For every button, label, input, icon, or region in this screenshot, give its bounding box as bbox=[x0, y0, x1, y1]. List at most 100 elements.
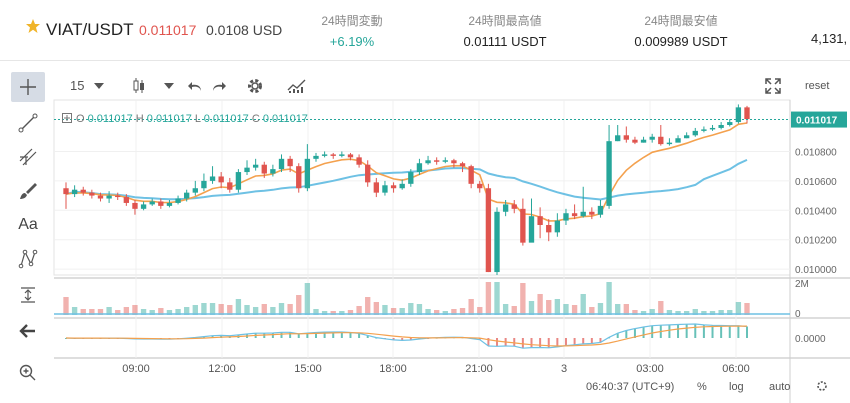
indicators-icon[interactable] bbox=[287, 78, 307, 94]
candle-body bbox=[347, 154, 354, 158]
macd-histogram-bar bbox=[142, 338, 145, 340]
candle-body bbox=[701, 129, 707, 131]
volume-bar bbox=[537, 294, 543, 315]
candle-body bbox=[278, 158, 285, 170]
candle-body bbox=[416, 163, 423, 173]
star-icon[interactable] bbox=[25, 18, 41, 34]
brush-tool[interactable] bbox=[11, 176, 45, 206]
undo-icon[interactable] bbox=[187, 79, 203, 93]
macd-histogram-bar bbox=[159, 338, 162, 340]
volume-bar bbox=[416, 304, 423, 315]
candles bbox=[63, 104, 750, 275]
volume-bar bbox=[623, 304, 629, 315]
text-tool[interactable]: Aa bbox=[11, 210, 45, 240]
volume-bar bbox=[209, 303, 216, 315]
footer-time: 06:40:37 (UTC+9) bbox=[586, 381, 674, 393]
volume-bar bbox=[735, 302, 742, 315]
candle-body bbox=[640, 139, 647, 143]
volume-bar bbox=[709, 311, 716, 315]
macd-histogram-bar bbox=[702, 324, 705, 338]
volume-bar bbox=[408, 303, 414, 315]
volume-bar bbox=[330, 311, 336, 315]
candle-body bbox=[123, 197, 130, 203]
candle-body bbox=[175, 198, 181, 203]
volume-bar bbox=[140, 309, 147, 315]
macd-histogram-bar bbox=[427, 338, 430, 339]
macd-histogram-bar bbox=[297, 333, 300, 338]
volume-bar bbox=[571, 305, 578, 315]
macd-pane bbox=[65, 323, 748, 349]
candle-body bbox=[63, 188, 69, 195]
chevron-down-icon[interactable] bbox=[164, 83, 174, 89]
volume-bar bbox=[321, 311, 328, 315]
candle-body bbox=[433, 160, 440, 162]
volume-bar bbox=[451, 309, 457, 315]
macd-histogram-bar bbox=[280, 332, 283, 338]
volume-bar bbox=[304, 283, 311, 315]
measure-tool[interactable] bbox=[11, 280, 45, 310]
candle-body bbox=[296, 166, 302, 189]
back-tool[interactable] bbox=[11, 316, 45, 346]
reset-button[interactable]: reset bbox=[805, 80, 830, 92]
pattern-tool[interactable] bbox=[11, 244, 45, 274]
volume-bar bbox=[184, 307, 190, 315]
macd-histogram-bar bbox=[108, 338, 111, 339]
volume-bar bbox=[149, 310, 155, 315]
gear-icon[interactable] bbox=[246, 77, 264, 95]
volume-bar bbox=[201, 303, 207, 315]
candle-body bbox=[485, 188, 492, 273]
macd-histogram-bar bbox=[220, 335, 223, 338]
candle-body bbox=[218, 176, 224, 183]
candle-body bbox=[71, 189, 78, 195]
macd-histogram-bar bbox=[435, 337, 438, 339]
candle-body bbox=[623, 135, 629, 140]
macd-histogram-bar bbox=[720, 325, 723, 338]
candle-body bbox=[528, 216, 535, 243]
legend-o-label: O bbox=[76, 113, 85, 125]
volume-bar bbox=[175, 309, 181, 315]
candle-body bbox=[606, 141, 612, 206]
macd-histogram-bar bbox=[504, 338, 507, 347]
volume-bar bbox=[63, 297, 69, 315]
legend-toggle-icon[interactable] bbox=[62, 113, 72, 123]
fib-icon bbox=[19, 148, 37, 166]
volume-bar bbox=[597, 303, 604, 315]
macd-tick-label: 0.0000 bbox=[795, 334, 826, 345]
interval-select[interactable]: 15 bbox=[70, 78, 85, 93]
ohlc-legend: O 0.011017 H 0.011017 L 0.011017 C 0.011… bbox=[62, 113, 308, 125]
candle-type-icon[interactable] bbox=[132, 77, 146, 95]
fullscreen-icon[interactable] bbox=[764, 77, 782, 95]
macd-histogram-bar bbox=[633, 328, 636, 338]
macd-histogram-bar bbox=[470, 338, 473, 339]
volume-bar bbox=[89, 309, 95, 315]
ma-fast-line bbox=[65, 122, 748, 222]
volume-bar bbox=[494, 282, 500, 315]
chevron-down-icon[interactable] bbox=[94, 83, 104, 89]
zoom-tool[interactable] bbox=[11, 358, 45, 388]
volume-bar bbox=[252, 307, 259, 315]
candle-body bbox=[201, 180, 207, 189]
stat-24h-high: 24時間最高値 0.01111 USDT bbox=[455, 12, 555, 49]
macd-histogram-bar bbox=[573, 338, 576, 345]
candle-body bbox=[356, 157, 362, 165]
macd-histogram-bar bbox=[314, 332, 317, 338]
candle-body bbox=[571, 213, 578, 217]
macd-histogram-bar bbox=[418, 338, 421, 340]
volume-bar bbox=[563, 304, 569, 315]
candle-body bbox=[399, 183, 405, 189]
time-tick-label: 03:00 bbox=[636, 363, 664, 375]
candle-body bbox=[709, 127, 716, 130]
candle-body bbox=[304, 158, 311, 189]
volume-bar bbox=[80, 309, 86, 315]
macd-histogram-bar bbox=[263, 333, 266, 338]
trendline-tool[interactable] bbox=[11, 108, 45, 138]
fib-tool[interactable] bbox=[11, 142, 45, 172]
volume-bar bbox=[313, 309, 319, 315]
volume-partial: 4,131, bbox=[811, 31, 848, 46]
volume-bar bbox=[520, 283, 526, 315]
macd-histogram-bar bbox=[737, 325, 740, 338]
macd-histogram-bar bbox=[332, 331, 335, 338]
volume-bar bbox=[71, 307, 78, 315]
crosshair-tool[interactable] bbox=[11, 72, 45, 102]
redo-icon[interactable] bbox=[211, 79, 227, 93]
